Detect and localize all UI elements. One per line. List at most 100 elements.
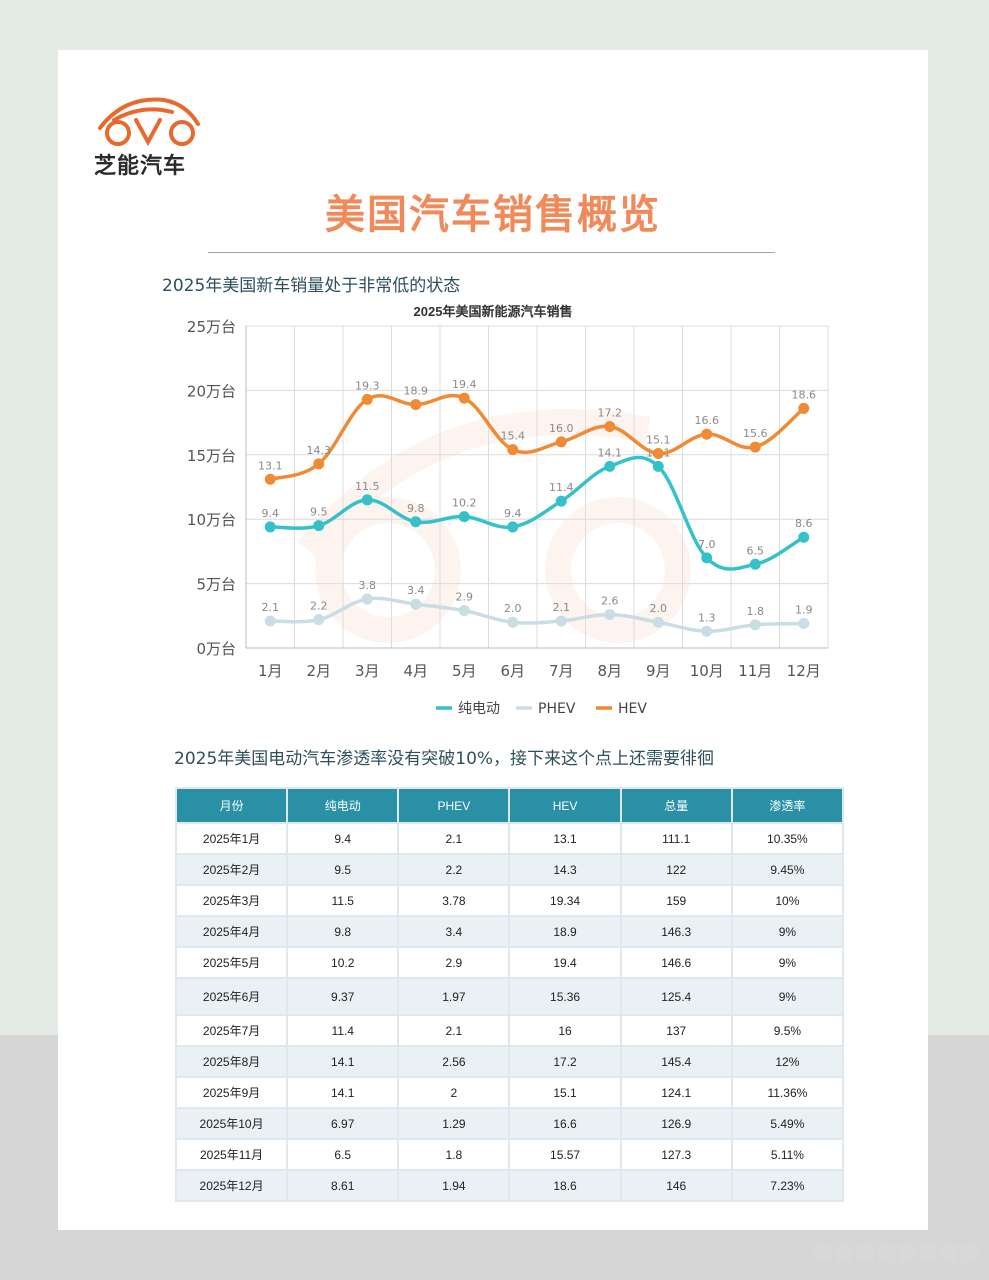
x-tick-label: 3月 (355, 662, 380, 680)
table-cell: 9% (730, 915, 845, 948)
table-cell: 9.5 (286, 853, 400, 886)
table-cell: 6.97 (286, 1107, 400, 1140)
data-point (264, 615, 276, 627)
table-row: 2025年2月 9.5 2.2 14.3 122 9.45% (174, 853, 845, 886)
data-label: 18.6 (792, 388, 817, 401)
data-label: 11.4 (549, 481, 574, 494)
data-point (313, 614, 325, 626)
data-point (555, 436, 567, 448)
data-point (652, 616, 664, 628)
x-tick-label: 12月 (787, 662, 821, 680)
x-axis-ticks: 1月 2月 3月 4月 5月 6月 7月 8月 9月 10月 11月 12月 (258, 662, 821, 680)
data-point (701, 625, 713, 637)
data-point (410, 598, 422, 610)
data-label: 19.4 (452, 378, 477, 391)
table-cell: 126.9 (619, 1107, 733, 1140)
page-dot[interactable] (856, 1244, 874, 1262)
table-header-row: 月份 纯电动 PHEV HEV 总量 渗透率 (174, 787, 845, 824)
page-dot[interactable] (835, 1244, 853, 1262)
table-cell: 11.5 (286, 884, 400, 917)
table-cell: 19.34 (508, 884, 622, 917)
data-label: 2.0 (650, 602, 668, 615)
table-cell: 11.4 (286, 1014, 400, 1047)
table-cell: 9.37 (286, 977, 400, 1016)
data-label: 14.1 (598, 446, 623, 459)
data-point (749, 558, 761, 570)
table-cell: 7.23% (730, 1169, 845, 1202)
sales-line-chart: 2025年美国新能源汽车销售 0万台 5万台 10万台 15万台 20万台 25万台 1月… (187, 304, 829, 717)
data-point (701, 552, 713, 564)
table-cell: 137 (619, 1014, 733, 1047)
data-point (410, 516, 422, 528)
data-point (458, 511, 470, 523)
table-cell: 19.4 (508, 946, 622, 979)
data-point (798, 618, 810, 630)
data-label: 3.4 (407, 584, 425, 597)
table-cell: 2.1 (397, 1014, 511, 1047)
data-point (555, 615, 567, 627)
data-point (507, 616, 519, 628)
page-title: 美国汽车销售概览 (325, 192, 661, 238)
table-cell: 159 (619, 884, 733, 917)
table-cell: 15.1 (508, 1076, 622, 1109)
table-cell: 9.8 (286, 915, 400, 948)
table-cell: 2 (397, 1076, 511, 1109)
series-HEV: 13.1 14.3 19.3 18.9 19.4 15.4 16.0 17.2 15.1 16.6… (258, 378, 816, 485)
table-cell: 2025年9月 (174, 1076, 289, 1109)
table-row: 2025年11月 6.5 1.8 15.57 127.3 5.11% (174, 1138, 845, 1171)
data-point (652, 448, 664, 460)
table-cell: 13.1 (508, 822, 622, 855)
table-cell: 124.1 (619, 1076, 733, 1109)
page-dot[interactable] (961, 1244, 979, 1262)
data-label: 1.3 (698, 611, 716, 624)
table-row: 2025年7月 11.4 2.1 16 137 9.5% (174, 1014, 845, 1047)
table-cell: 8.61 (286, 1169, 400, 1202)
chart-title: 2025年美国新能源汽车销售 (414, 304, 573, 319)
table-cell: 2025年3月 (174, 884, 289, 917)
data-point (604, 609, 616, 621)
data-label: 2.2 (310, 600, 328, 613)
table-cell: 9% (730, 946, 845, 979)
x-tick-label: 6月 (500, 662, 525, 680)
page-dot[interactable] (814, 1244, 832, 1262)
data-label: 2.1 (553, 601, 571, 614)
table-cell: 1.97 (397, 977, 511, 1016)
page-dot[interactable] (898, 1244, 916, 1262)
data-point (458, 605, 470, 617)
table-cell: 18.6 (508, 1169, 622, 1202)
table-cell: 10.2 (286, 946, 400, 979)
table-cell: 5.49% (730, 1107, 845, 1140)
data-label: 3.8 (359, 579, 377, 592)
table-cell: 146.3 (619, 915, 733, 948)
table-cell: 9.5% (730, 1014, 845, 1047)
table-cell: 10% (730, 884, 845, 917)
table-cell: 2025年1月 (174, 822, 289, 855)
table-cell: 14.3 (508, 853, 622, 886)
table-cell: 12% (730, 1045, 845, 1078)
table-cell: 2025年4月 (174, 915, 289, 948)
table-cell: 16 (508, 1014, 622, 1047)
y-tick-label: 20万台 (187, 382, 236, 400)
table-cell: 2025年11月 (174, 1138, 289, 1171)
y-tick-label: 5万台 (196, 576, 236, 594)
data-point (749, 619, 761, 631)
table-cell: 10.35% (730, 822, 845, 855)
data-label: 2.9 (456, 591, 474, 604)
data-point (701, 428, 713, 440)
table-cell: 1.8 (397, 1138, 511, 1171)
content-card: 芝能汽车 美国汽车销售概览 2025年美国新车销量处于非常低的状态 2025年美… (58, 50, 928, 1230)
table-cell: 2025年12月 (174, 1169, 289, 1202)
page-dot[interactable] (940, 1244, 958, 1262)
page-dot[interactable] (919, 1244, 937, 1262)
table-cell: 2025年6月 (174, 977, 289, 1016)
page-dot[interactable] (877, 1244, 895, 1262)
x-tick-label: 5月 (452, 662, 477, 680)
column-header: 渗透率 (730, 787, 845, 824)
x-tick-label: 4月 (403, 662, 428, 680)
data-point (313, 520, 325, 532)
x-tick-label: 2月 (306, 662, 331, 680)
column-header: 总量 (619, 787, 733, 824)
x-tick-label: 7月 (549, 662, 574, 680)
y-axis-ticks: 0万台 5万台 10万台 15万台 20万台 25万台 (187, 318, 236, 658)
data-label: 10.2 (452, 497, 477, 510)
